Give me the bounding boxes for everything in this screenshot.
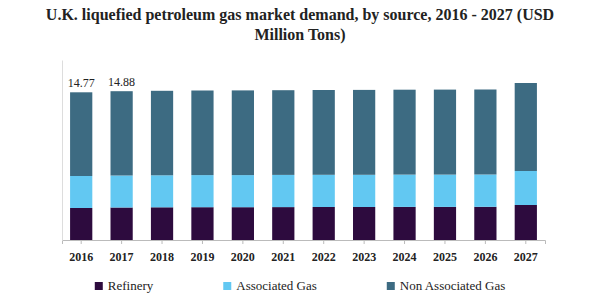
bar <box>313 207 335 240</box>
x-tick-mark <box>444 240 445 244</box>
x-tick-label: 2020 <box>231 250 255 264</box>
bar <box>232 175 254 207</box>
bar <box>474 207 496 240</box>
x-tick-mark <box>81 240 82 244</box>
y-axis-line <box>62 61 63 241</box>
bar <box>474 90 496 175</box>
x-tick-label: 2025 <box>433 250 457 264</box>
bar <box>191 207 213 240</box>
x-tick-mark <box>485 240 486 244</box>
bar <box>515 83 537 171</box>
bar <box>353 175 375 207</box>
legend-swatch <box>95 282 103 290</box>
x-tick-label: 2024 <box>393 250 417 264</box>
legend-label: Associated Gas <box>236 278 317 293</box>
x-tick-mark <box>283 240 284 244</box>
legend-label: Non Associated Gas <box>400 278 505 293</box>
chart: U.K. liquefied petroleum gas market dema… <box>0 0 600 300</box>
bar <box>70 176 92 208</box>
bar <box>111 176 133 208</box>
x-tick-mark <box>404 240 405 244</box>
x-tick-mark <box>121 240 122 244</box>
x-tick-label: 2018 <box>150 250 174 264</box>
bar <box>191 91 213 176</box>
x-tick-label: 2019 <box>190 250 214 264</box>
x-tick: 2023 <box>352 240 376 264</box>
bar <box>515 205 537 240</box>
x-tick: 2019 <box>190 240 214 264</box>
x-tick: 2018 <box>150 240 174 264</box>
x-tick-mark <box>364 240 365 244</box>
x-tick-mark <box>323 240 324 244</box>
bar <box>434 175 456 207</box>
x-tick: 2026 <box>473 240 497 264</box>
bar <box>393 90 415 175</box>
bars <box>70 83 537 240</box>
x-tick-label: 2021 <box>271 250 295 264</box>
x-tick-mark <box>162 240 163 244</box>
x-tick: 2020 <box>231 240 255 264</box>
bar <box>111 91 133 175</box>
annotation: 14.77 <box>68 76 95 90</box>
bar <box>111 208 133 241</box>
annotation: 14.88 <box>108 75 135 89</box>
x-tick: 2022 <box>312 240 336 264</box>
x-tick: 2027 <box>514 240 538 264</box>
x-tick: 2017 <box>110 240 134 264</box>
x-tick-label: 2027 <box>514 250 538 264</box>
bar <box>434 207 456 240</box>
x-tick-label: 2023 <box>352 250 376 264</box>
x-tick-mark <box>525 240 526 244</box>
series <box>70 171 537 208</box>
legend-item: Non Associated Gas <box>387 278 505 293</box>
bar <box>474 175 496 207</box>
legend-swatch <box>223 282 231 290</box>
legend-swatch <box>387 282 395 290</box>
x-tick-label: 2022 <box>312 250 336 264</box>
bar <box>393 175 415 207</box>
series <box>70 83 537 176</box>
x-tick-label: 2016 <box>69 250 93 264</box>
legend-label: Refinery <box>108 278 154 293</box>
legend-item: Refinery <box>95 278 154 293</box>
bar <box>151 91 173 176</box>
bar <box>151 175 173 207</box>
x-tick-mark <box>202 240 203 244</box>
bar <box>313 175 335 207</box>
legend: Refinery Associated Gas Non Associated Gas <box>95 278 505 293</box>
bar <box>191 175 213 207</box>
bar <box>272 207 294 240</box>
series <box>70 205 537 240</box>
x-tick: 2016 <box>69 240 93 264</box>
x-tick: 2024 <box>393 240 417 264</box>
x-tick-label: 2026 <box>473 250 497 264</box>
y-axis <box>62 61 63 241</box>
x-axis-line <box>63 241 546 245</box>
title: U.K. liquefied petroleum gas market dema… <box>46 6 554 44</box>
bar <box>232 207 254 240</box>
bar <box>515 171 537 205</box>
bar <box>272 175 294 207</box>
bar <box>353 90 375 175</box>
x-axis: 2016 2017 2018 2019 2020 2021 2022 2023 2024 2025… <box>63 240 546 264</box>
x-tick: 2025 <box>433 240 457 264</box>
x-tick-label: 2017 <box>110 250 134 264</box>
legend-item: Associated Gas <box>223 278 317 293</box>
x-tick-mark <box>242 240 243 244</box>
bar <box>353 207 375 240</box>
bar <box>151 207 173 240</box>
bar <box>232 90 254 175</box>
bar <box>70 208 92 240</box>
bar <box>313 90 335 175</box>
bar <box>272 90 294 175</box>
x-tick: 2021 <box>271 240 295 264</box>
bar <box>393 207 415 240</box>
bar <box>70 92 92 176</box>
bar <box>434 90 456 175</box>
